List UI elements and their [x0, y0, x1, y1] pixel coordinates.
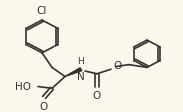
Text: O: O — [93, 91, 101, 101]
Text: Cl: Cl — [37, 6, 47, 16]
Text: O: O — [40, 102, 48, 112]
Text: N: N — [77, 72, 85, 82]
Text: O: O — [113, 61, 121, 71]
Polygon shape — [65, 68, 82, 76]
Text: HO: HO — [15, 82, 31, 92]
Text: H: H — [78, 57, 84, 67]
